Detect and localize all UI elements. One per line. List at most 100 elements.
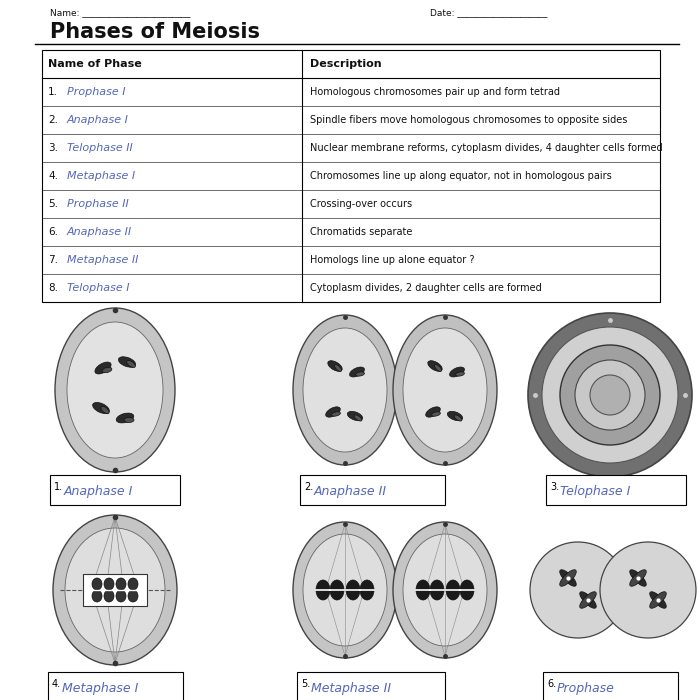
Ellipse shape	[346, 580, 360, 600]
Text: Chromatids separate: Chromatids separate	[310, 227, 412, 237]
Text: Description: Description	[310, 59, 382, 69]
Circle shape	[600, 542, 696, 638]
Ellipse shape	[293, 522, 397, 658]
Ellipse shape	[116, 590, 126, 602]
Ellipse shape	[128, 578, 138, 590]
Ellipse shape	[560, 570, 576, 587]
Text: 7.: 7.	[48, 255, 58, 265]
Ellipse shape	[118, 357, 136, 368]
Circle shape	[528, 313, 692, 477]
Ellipse shape	[416, 580, 430, 600]
Text: Chromosomes line up along equator, not in homologous pairs: Chromosomes line up along equator, not i…	[310, 171, 612, 181]
Ellipse shape	[349, 367, 365, 377]
Text: Telophase I: Telophase I	[560, 485, 631, 498]
Text: Metaphase I: Metaphase I	[67, 171, 135, 181]
Ellipse shape	[580, 592, 596, 608]
Ellipse shape	[356, 372, 365, 376]
Ellipse shape	[630, 570, 646, 587]
Text: Anaphase I: Anaphase I	[67, 115, 129, 125]
Ellipse shape	[116, 413, 134, 423]
Ellipse shape	[454, 415, 462, 421]
Ellipse shape	[426, 407, 440, 417]
Ellipse shape	[102, 368, 112, 372]
Ellipse shape	[330, 580, 344, 600]
Ellipse shape	[347, 412, 363, 421]
Text: Prophase: Prophase	[557, 682, 615, 695]
Ellipse shape	[293, 315, 397, 465]
Ellipse shape	[92, 590, 102, 602]
Ellipse shape	[354, 415, 362, 421]
Ellipse shape	[92, 402, 109, 414]
Text: 4.: 4.	[48, 171, 58, 181]
Text: Metaphase I: Metaphase I	[62, 682, 139, 695]
Ellipse shape	[430, 580, 444, 600]
Ellipse shape	[447, 412, 463, 421]
Ellipse shape	[124, 417, 134, 423]
Text: 4.: 4.	[52, 679, 61, 689]
Ellipse shape	[432, 412, 440, 416]
Ellipse shape	[393, 315, 497, 465]
Text: Name of Phase: Name of Phase	[48, 59, 141, 69]
Text: 8.: 8.	[48, 283, 58, 293]
Ellipse shape	[403, 328, 487, 452]
Text: 3.: 3.	[48, 143, 58, 153]
Ellipse shape	[104, 590, 114, 602]
Text: 1.: 1.	[48, 87, 58, 97]
Text: Anaphase I: Anaphase I	[64, 485, 134, 498]
Ellipse shape	[316, 580, 330, 600]
Text: 6.: 6.	[547, 679, 556, 689]
Text: 5.: 5.	[48, 199, 58, 209]
Ellipse shape	[128, 590, 138, 602]
Ellipse shape	[393, 522, 497, 658]
Text: 2.: 2.	[48, 115, 58, 125]
Ellipse shape	[435, 365, 442, 372]
Ellipse shape	[326, 407, 340, 417]
Circle shape	[575, 360, 645, 430]
Text: 1.: 1.	[54, 482, 63, 492]
FancyBboxPatch shape	[50, 475, 180, 505]
Ellipse shape	[101, 406, 109, 414]
Circle shape	[590, 375, 630, 415]
Text: 6.: 6.	[48, 227, 58, 237]
FancyBboxPatch shape	[83, 574, 147, 606]
Text: Name: ________________________: Name: ________________________	[50, 8, 190, 17]
FancyBboxPatch shape	[48, 672, 183, 700]
Ellipse shape	[65, 528, 165, 652]
Text: Telophase I: Telophase I	[67, 283, 130, 293]
Text: Metaphase II: Metaphase II	[67, 255, 139, 265]
Ellipse shape	[650, 592, 666, 608]
Ellipse shape	[449, 367, 464, 377]
Text: Anaphase II: Anaphase II	[314, 485, 387, 498]
Text: Spindle fibers move homologous chromosomes to opposite sides: Spindle fibers move homologous chromosom…	[310, 115, 627, 125]
Ellipse shape	[95, 362, 111, 374]
Circle shape	[530, 542, 626, 638]
Text: Cytoplasm divides, 2 daughter cells are formed: Cytoplasm divides, 2 daughter cells are …	[310, 283, 542, 293]
FancyBboxPatch shape	[300, 475, 445, 505]
Ellipse shape	[403, 534, 487, 646]
Ellipse shape	[460, 580, 474, 600]
Ellipse shape	[55, 308, 175, 472]
Ellipse shape	[116, 578, 126, 590]
Text: Nuclear membrane reforms, cytoplasm divides, 4 daughter cells formed: Nuclear membrane reforms, cytoplasm divi…	[310, 143, 663, 153]
Ellipse shape	[127, 360, 135, 368]
Text: Crossing-over occurs: Crossing-over occurs	[310, 199, 412, 209]
Text: Prophase II: Prophase II	[67, 199, 129, 209]
FancyBboxPatch shape	[543, 672, 678, 700]
Ellipse shape	[332, 412, 340, 416]
Ellipse shape	[53, 515, 177, 665]
Ellipse shape	[456, 372, 464, 376]
Ellipse shape	[630, 570, 646, 587]
Ellipse shape	[360, 580, 374, 600]
Ellipse shape	[428, 360, 442, 371]
Text: Date: ____________________: Date: ____________________	[430, 8, 547, 17]
Ellipse shape	[446, 580, 460, 600]
Ellipse shape	[67, 322, 163, 458]
Ellipse shape	[328, 360, 342, 371]
Ellipse shape	[303, 328, 387, 452]
Text: Telophase II: Telophase II	[67, 143, 133, 153]
Text: Prophase I: Prophase I	[67, 87, 125, 97]
Text: Homologs line up alone equator ?: Homologs line up alone equator ?	[310, 255, 475, 265]
Ellipse shape	[335, 365, 342, 372]
FancyBboxPatch shape	[546, 475, 686, 505]
Ellipse shape	[580, 592, 596, 608]
